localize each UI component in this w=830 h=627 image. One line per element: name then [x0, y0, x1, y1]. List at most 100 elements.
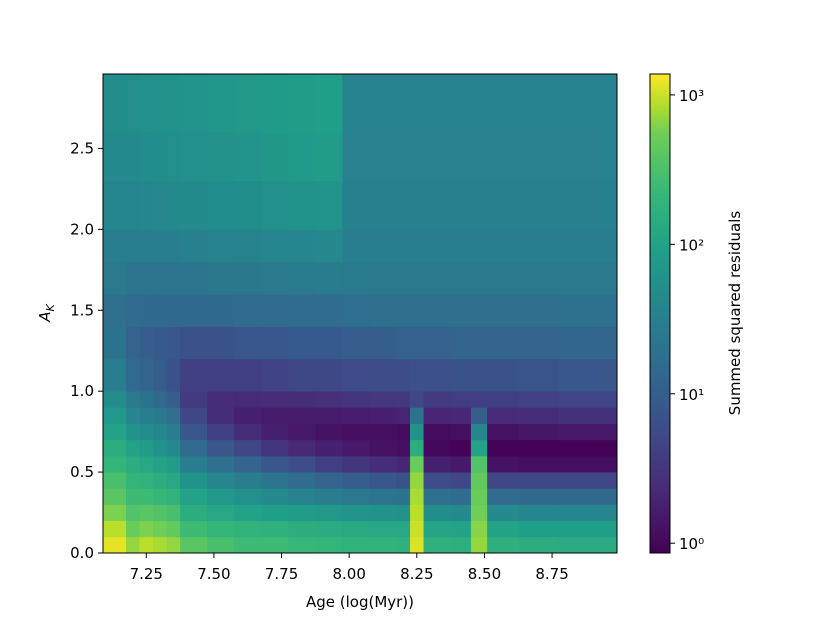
colorbar-tick-label: 10³	[679, 87, 704, 105]
cell	[166, 261, 181, 295]
cell	[487, 455, 519, 473]
cell	[125, 74, 140, 133]
cell	[153, 326, 167, 360]
cell	[396, 74, 411, 133]
cell	[487, 536, 519, 554]
x-tick-label: 8.00	[332, 565, 365, 583]
cell	[342, 504, 370, 522]
cell	[450, 488, 472, 505]
cell	[125, 423, 140, 441]
y-axis-label-main: A	[36, 311, 54, 322]
cell	[125, 261, 140, 295]
cell	[261, 180, 289, 230]
cell	[207, 294, 235, 327]
cell	[288, 261, 316, 295]
cell	[487, 132, 519, 182]
cell	[518, 391, 560, 408]
cell	[369, 407, 397, 424]
cell	[470, 261, 488, 295]
cell	[396, 391, 411, 408]
cell	[288, 455, 316, 473]
cell	[410, 520, 424, 538]
cell	[125, 504, 140, 522]
cell	[234, 229, 262, 263]
cell	[369, 472, 397, 489]
cell	[103, 423, 127, 441]
cell	[342, 180, 370, 230]
cell	[288, 504, 316, 522]
cell	[153, 455, 167, 473]
cell	[558, 261, 618, 295]
cell	[369, 504, 397, 522]
cell	[487, 504, 519, 522]
cell	[450, 439, 472, 457]
cell	[153, 472, 167, 489]
cell	[450, 358, 472, 392]
cell	[288, 132, 316, 182]
cell	[396, 423, 411, 441]
cell	[288, 472, 316, 489]
cell	[288, 326, 316, 360]
cell	[470, 74, 488, 133]
cell	[487, 74, 519, 133]
cell	[125, 407, 140, 424]
cell	[342, 132, 370, 182]
cell	[288, 229, 316, 263]
y-axis-label: AK	[36, 303, 57, 322]
cell	[207, 229, 235, 263]
cell	[396, 439, 411, 457]
cell	[261, 472, 289, 489]
cell	[369, 294, 397, 327]
cell	[234, 132, 262, 182]
cell	[558, 423, 618, 441]
cell	[103, 439, 127, 457]
cell	[470, 439, 488, 457]
cell	[518, 132, 560, 182]
cell	[518, 536, 560, 554]
colorbar-tick-label: 10⁰	[679, 535, 704, 553]
cell	[470, 423, 488, 441]
cell	[450, 423, 472, 441]
cell	[315, 439, 343, 457]
cell	[470, 407, 488, 424]
cell	[180, 391, 208, 408]
cell	[125, 358, 140, 392]
cell	[518, 472, 560, 489]
cell	[166, 488, 181, 505]
cell	[396, 504, 411, 522]
cell	[103, 472, 127, 489]
cell	[558, 488, 618, 505]
cell	[396, 520, 411, 538]
cell	[423, 180, 452, 230]
cell	[450, 74, 472, 133]
cell	[166, 504, 181, 522]
cell	[470, 326, 488, 360]
cell	[450, 407, 472, 424]
cell	[558, 326, 618, 360]
x-tick-label: 7.25	[130, 565, 163, 583]
cell	[315, 536, 343, 554]
cell	[125, 520, 140, 538]
cell	[207, 439, 235, 457]
cell	[166, 439, 181, 457]
cell	[487, 472, 519, 489]
cell	[207, 326, 235, 360]
cell	[315, 455, 343, 473]
cell	[125, 536, 140, 554]
cell	[139, 229, 154, 263]
cell	[369, 439, 397, 457]
cell	[315, 407, 343, 424]
cell	[342, 358, 370, 392]
cell	[518, 294, 560, 327]
cell	[315, 132, 343, 182]
cell	[125, 132, 140, 182]
cell	[410, 229, 424, 263]
cell	[450, 229, 472, 263]
cell	[410, 74, 424, 133]
cell	[423, 229, 452, 263]
cell	[125, 180, 140, 230]
cell	[180, 520, 208, 538]
cell	[423, 423, 452, 441]
cell	[423, 520, 452, 538]
cell	[518, 423, 560, 441]
